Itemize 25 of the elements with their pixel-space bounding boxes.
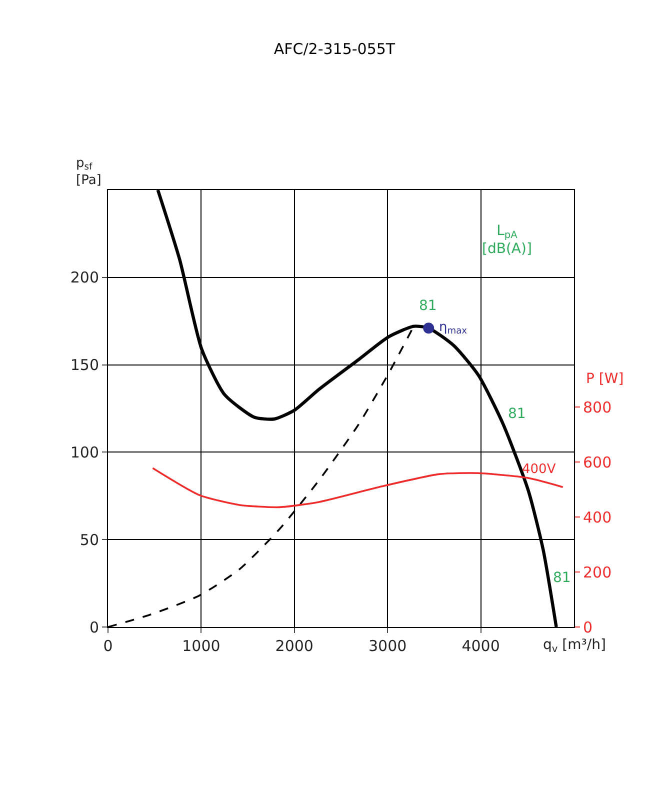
y2-tick-label: 200: [583, 563, 612, 582]
y-tick-label: 150: [70, 356, 99, 374]
y2-axis-title: P [W]: [586, 371, 624, 387]
x-tick-label: 1000: [182, 637, 220, 655]
x-tick-label: 4000: [462, 637, 500, 655]
y2-tick-label: 400: [583, 508, 612, 526]
y2-tick-label: 800: [583, 398, 612, 416]
y-axis-title: p$_{sf}$ [Pa]: [76, 156, 102, 188]
y-tick-label: 50: [80, 530, 99, 549]
x-tick-label: 3000: [368, 637, 407, 655]
series-label: 400V: [522, 462, 556, 477]
y-tick-label: 0: [89, 618, 99, 636]
annotation: L$_{pA}$ [dB(A)]: [482, 223, 532, 258]
y-tick-label: 100: [70, 443, 99, 462]
annotation: 81: [553, 570, 571, 586]
x-tick-label: 0: [103, 637, 113, 655]
y2-tick-label: 600: [583, 453, 612, 472]
chart-title: AFC/2-315-055T: [274, 40, 396, 58]
annotation: 81: [419, 298, 437, 314]
x-axis-title: q$_{v}$ [m³/h]: [543, 637, 606, 655]
series-label: η$_{max}$: [439, 320, 468, 337]
y2-tick-label: 0: [583, 618, 593, 636]
y-tick-label: 200: [70, 268, 99, 287]
x-tick-label: 2000: [275, 637, 314, 655]
annotation: 81: [508, 406, 526, 422]
